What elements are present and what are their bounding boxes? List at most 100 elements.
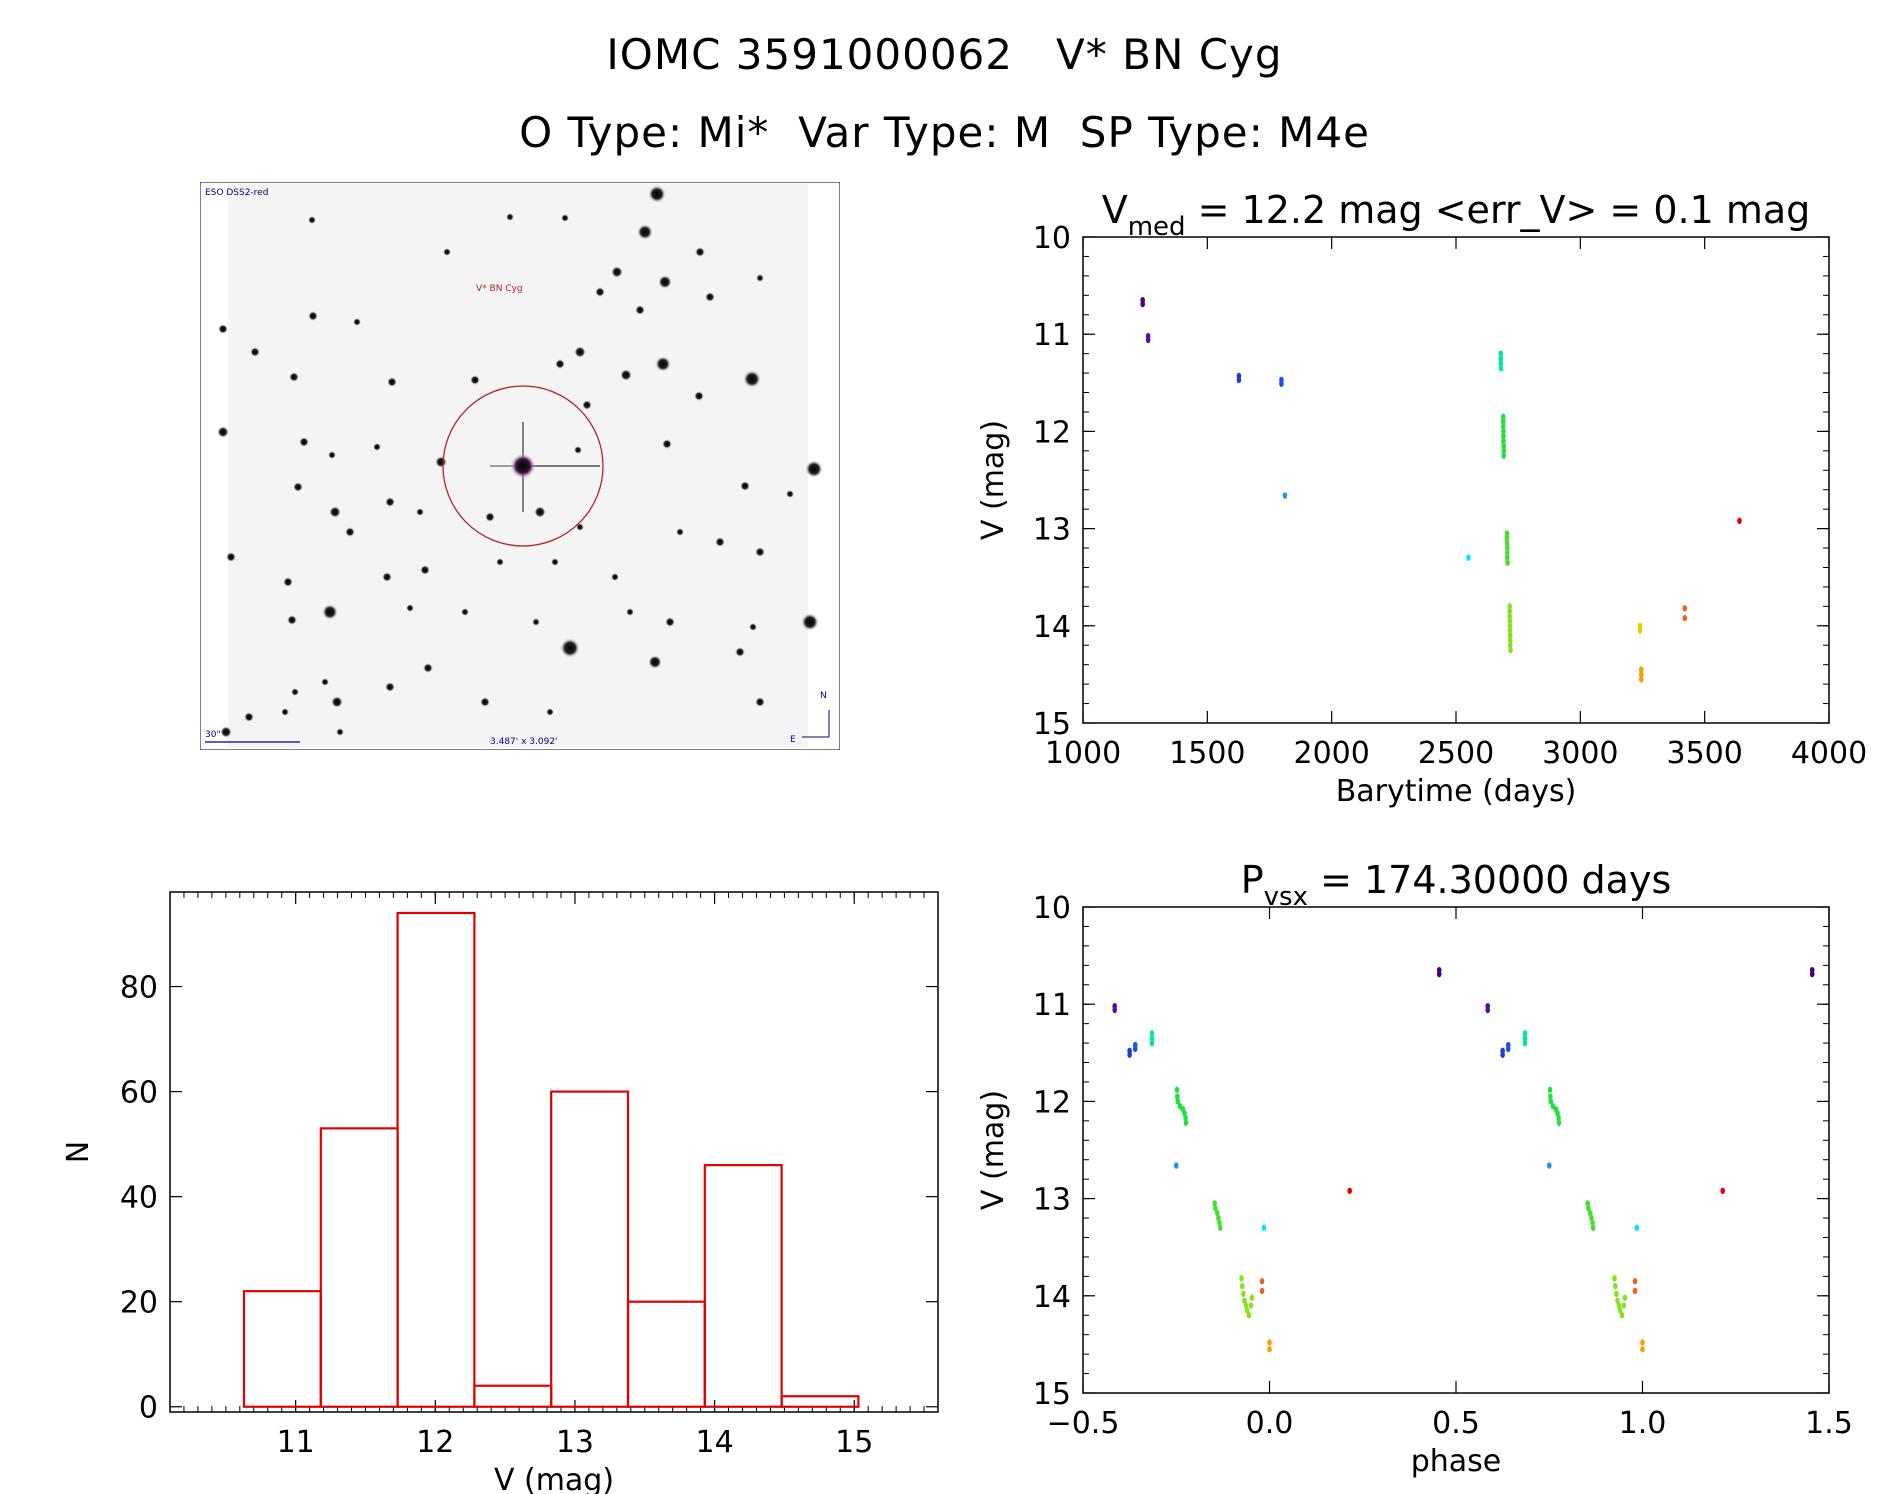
data-point	[1217, 1219, 1222, 1227]
panel-title-sub: vsx	[1264, 882, 1308, 912]
star	[353, 318, 361, 326]
star	[308, 311, 318, 321]
data-point	[1809, 970, 1815, 978]
star	[658, 275, 672, 289]
data-point	[1140, 300, 1145, 308]
star	[331, 696, 343, 708]
x-tick-label: 2500	[1418, 736, 1494, 771]
data-point	[1507, 608, 1513, 615]
data-point	[1621, 1302, 1627, 1309]
star	[560, 638, 580, 658]
data-point	[1347, 1187, 1352, 1195]
data-point	[1522, 1035, 1528, 1042]
data-point	[1505, 559, 1510, 566]
x-tick-label: 2000	[1293, 736, 1369, 771]
star	[705, 292, 715, 302]
star	[740, 481, 750, 491]
data-point	[1507, 617, 1513, 625]
data-point	[1615, 1297, 1620, 1304]
data-point	[1279, 380, 1284, 387]
star	[336, 728, 344, 736]
data-point	[1501, 437, 1506, 445]
data-point	[1548, 1093, 1553, 1100]
star-type-subtitle: O Type: Mi* Var Type: M SP Type: M4e	[519, 108, 1370, 157]
data-point	[1505, 1045, 1511, 1053]
star-identifier-title: IOMC 3591000062 V* BN Cyg	[606, 30, 1283, 79]
x-tick-label: 1.5	[1805, 1406, 1853, 1441]
data-point	[1498, 360, 1504, 367]
panel-title-rest: = 12.2 mag <err_V> = 0.1 mag	[1186, 188, 1811, 232]
star	[420, 565, 430, 575]
y-tick-label: 14	[1033, 610, 1071, 645]
star	[244, 712, 254, 722]
star	[283, 577, 293, 587]
star	[551, 558, 559, 566]
plot-frame	[169, 891, 939, 1413]
y-tick-label: 80	[120, 971, 158, 1006]
star	[648, 185, 666, 203]
data-point	[1619, 1312, 1625, 1319]
data-point	[1259, 1287, 1265, 1295]
data-point	[1501, 447, 1507, 455]
star	[756, 274, 764, 282]
data-point	[1259, 1278, 1265, 1285]
data-point	[1244, 1307, 1250, 1314]
data-point	[1590, 1219, 1595, 1227]
lightcurve-panel: 1000 1500 2000 2500 3000 3500 4000 10 11 12 13 14 15…	[976, 188, 1867, 809]
x-tick-label: 4000	[1791, 736, 1867, 771]
data-point	[1504, 530, 1510, 537]
star	[532, 618, 540, 626]
star	[387, 377, 397, 387]
x-tick-label: 1500	[1169, 736, 1245, 771]
data-point	[1249, 1294, 1255, 1301]
y-tick-label: 11	[1033, 988, 1071, 1023]
star	[470, 375, 480, 385]
data-point	[1587, 1209, 1593, 1217]
data-point	[1267, 1346, 1272, 1353]
data-point	[1617, 1307, 1623, 1314]
star	[281, 708, 289, 716]
star	[218, 324, 228, 334]
histogram-bar	[242, 1290, 322, 1408]
histogram-bar	[473, 1384, 553, 1408]
star	[322, 604, 338, 620]
data-point	[1632, 1278, 1638, 1285]
data-point	[1466, 554, 1471, 561]
data-point	[1556, 1119, 1562, 1126]
data-point	[1522, 1030, 1528, 1037]
star	[561, 214, 569, 222]
data-point	[1556, 1114, 1561, 1122]
star	[755, 697, 765, 707]
data-point	[1585, 1200, 1590, 1207]
data-point	[1498, 365, 1504, 372]
data-point	[1638, 676, 1644, 683]
data-point	[1638, 671, 1644, 678]
target-star	[510, 453, 536, 479]
data-point	[1436, 970, 1442, 978]
data-point	[1500, 418, 1506, 425]
star	[676, 528, 684, 536]
data-point	[1589, 1214, 1594, 1222]
star	[480, 697, 490, 707]
star	[293, 482, 303, 492]
star	[626, 608, 634, 616]
data-point	[1640, 1339, 1645, 1346]
data-point	[1239, 1275, 1244, 1282]
y-tick-label: 12	[1033, 1085, 1071, 1120]
data-point	[1214, 1209, 1220, 1217]
data-point	[1174, 1086, 1180, 1093]
data-point	[1243, 1302, 1249, 1309]
star	[555, 359, 565, 369]
target-label: V* BN Cyg	[476, 284, 523, 294]
data-point	[1236, 376, 1242, 384]
star	[382, 572, 392, 582]
y-tick-label: 15	[1033, 1377, 1071, 1412]
star	[546, 708, 554, 716]
star	[611, 573, 619, 581]
data-point	[1548, 1098, 1554, 1105]
star	[786, 490, 794, 498]
star	[328, 451, 336, 459]
y-tick-label: 13	[1033, 513, 1071, 548]
star	[287, 615, 297, 625]
data-point	[1501, 433, 1506, 440]
